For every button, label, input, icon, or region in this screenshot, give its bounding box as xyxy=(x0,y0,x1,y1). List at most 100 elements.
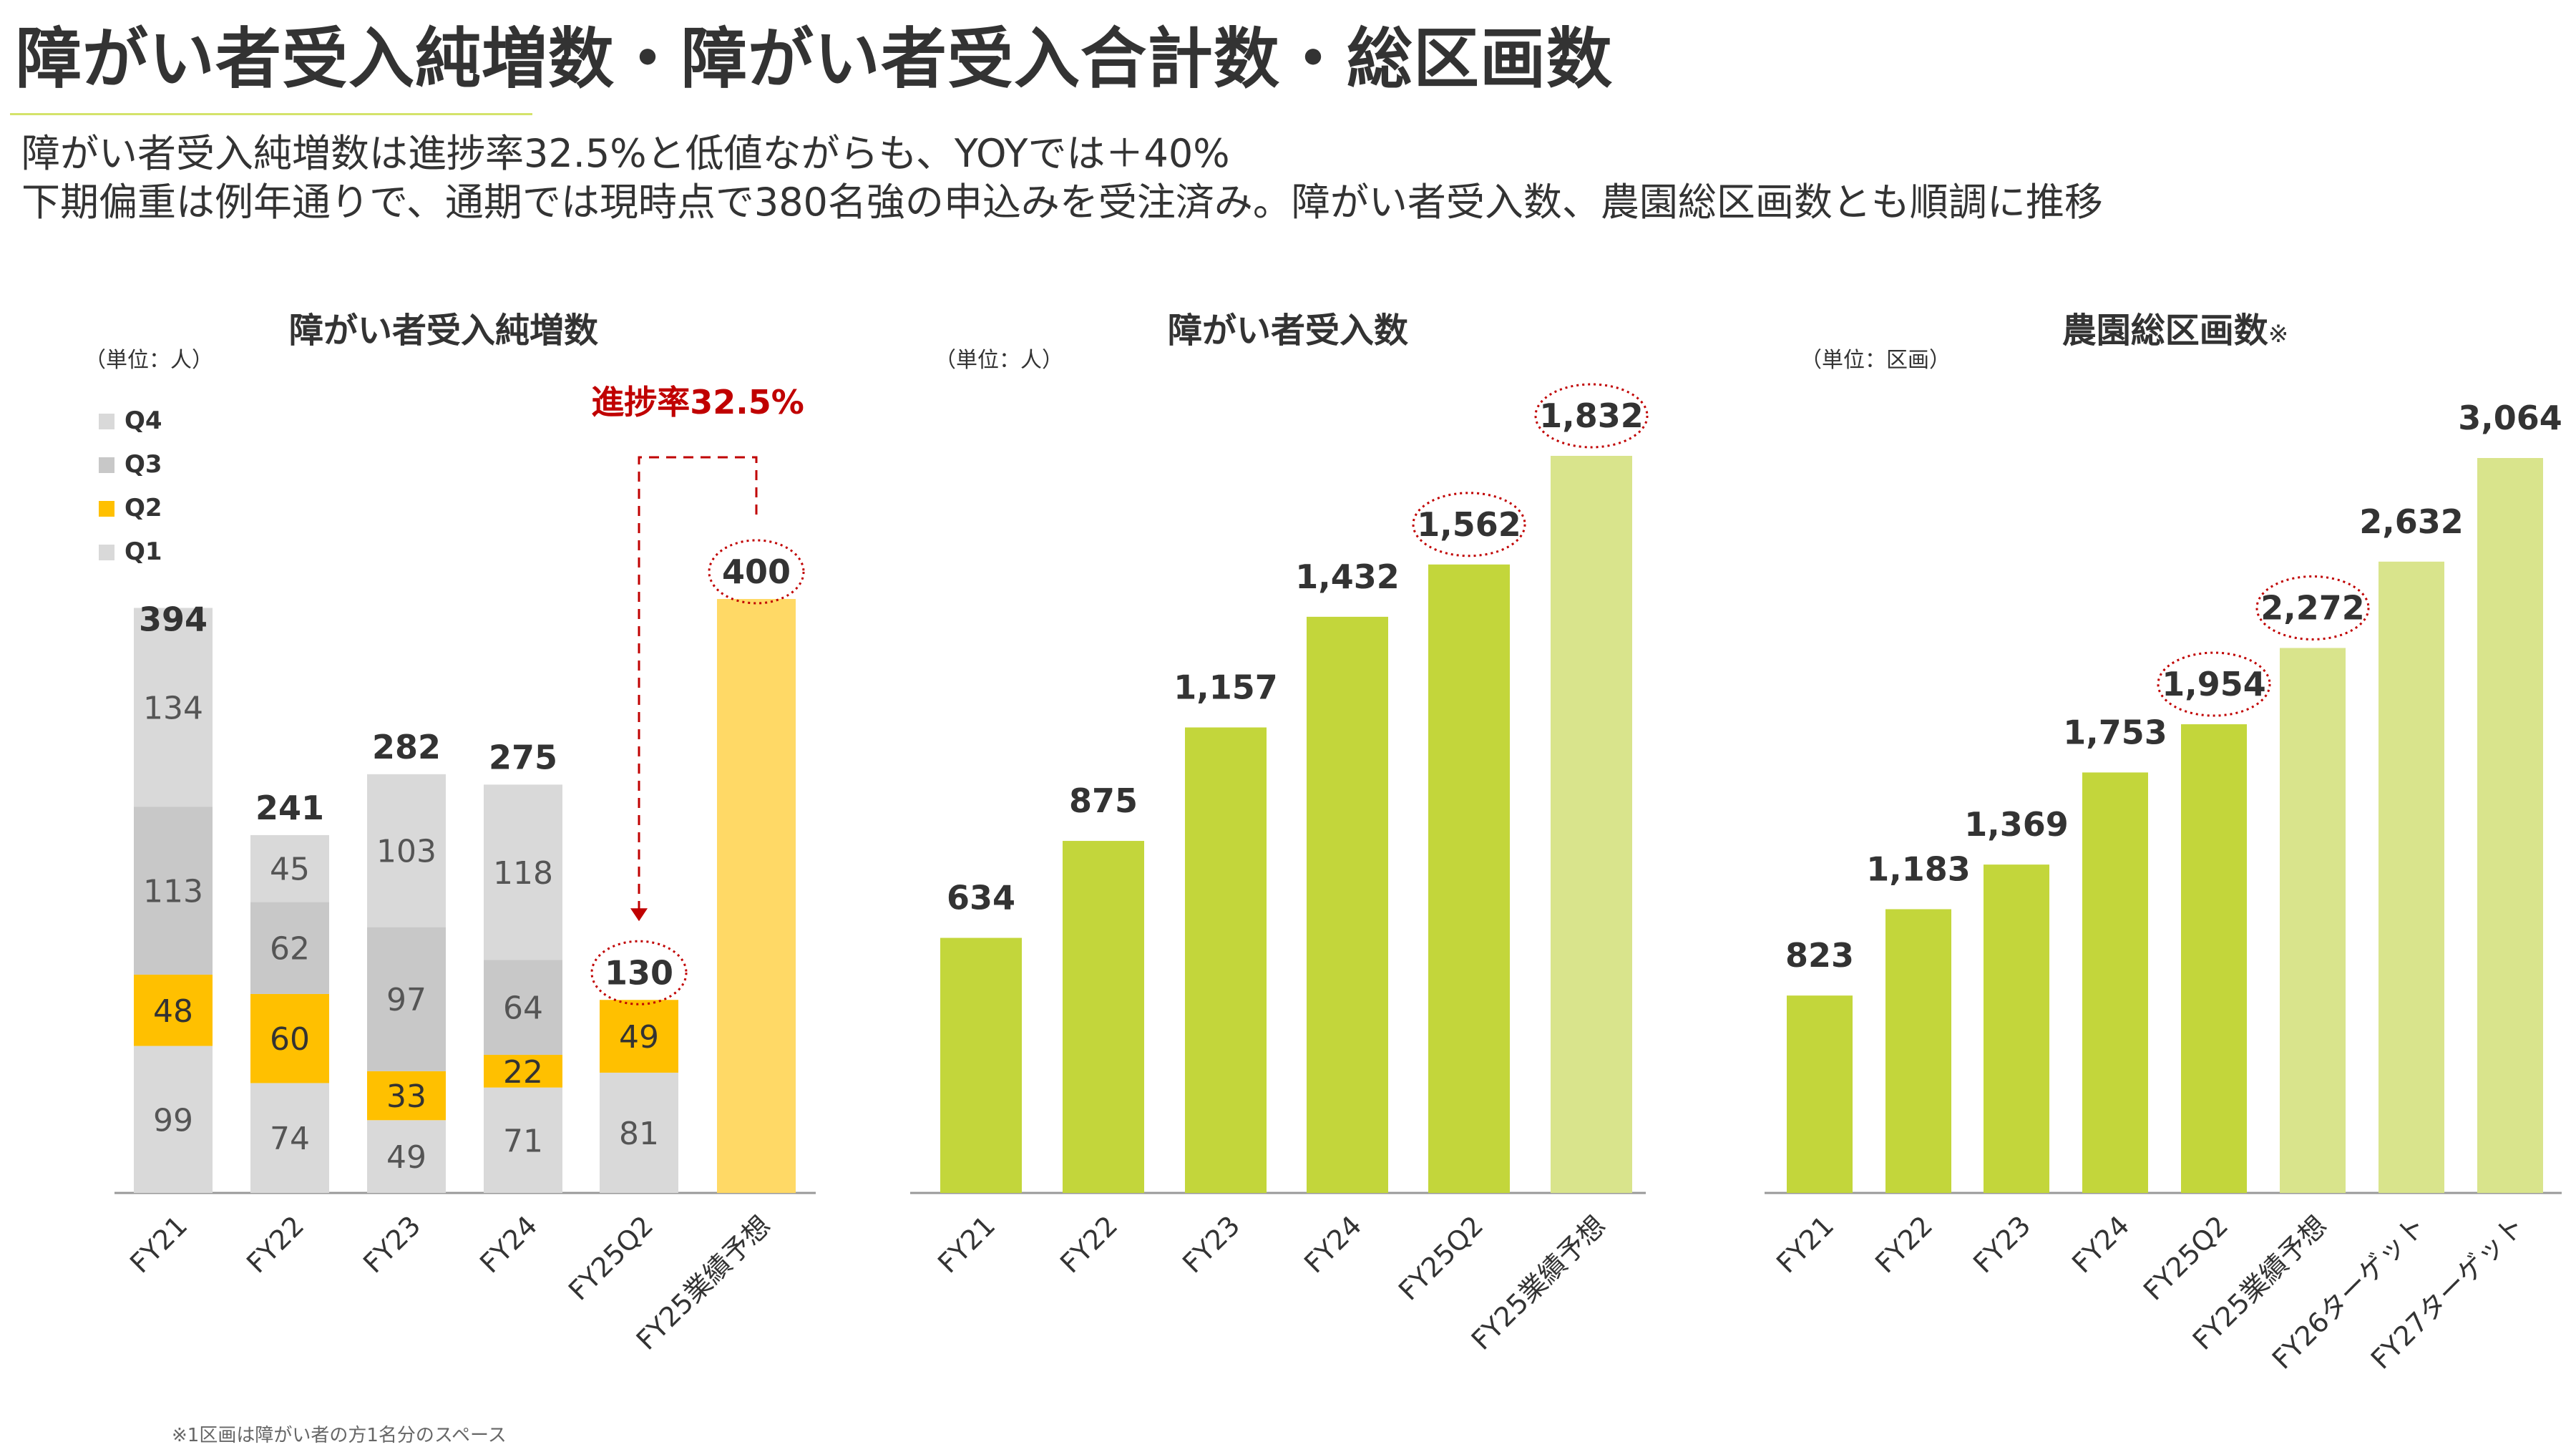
segment-label-q4-2: 103 xyxy=(376,834,436,870)
legend-label-q1: Q1 xyxy=(125,537,162,566)
bar-segment-q4-1 xyxy=(250,834,329,902)
value-label-3: 1,753 xyxy=(2063,713,2167,751)
x-tick-label-0: FY21 xyxy=(124,1209,193,1279)
value-label-1: 1,183 xyxy=(1866,849,1971,888)
segment-label-q1-2: 49 xyxy=(386,1139,426,1176)
legend-swatch-q1 xyxy=(99,545,114,560)
x-tick-label-4: FY25Q2 xyxy=(562,1209,659,1306)
value-label-0: 823 xyxy=(1785,936,1854,975)
total-label-1: 241 xyxy=(255,789,324,827)
total-label-2: 282 xyxy=(372,728,441,766)
bar-segment-q3-0 xyxy=(134,807,213,975)
highlight-ring-5 xyxy=(708,539,805,605)
chart2-unit: （単位：人） xyxy=(935,348,1063,373)
bar-7 xyxy=(2477,458,2543,1193)
value-label-5: 1,832 xyxy=(1539,396,1644,435)
value-label-4: 1,954 xyxy=(2162,665,2266,703)
bar-segment-q1-3 xyxy=(484,1087,562,1193)
bar-segment-q4-3 xyxy=(484,784,562,960)
bar-5 xyxy=(1551,456,1632,1193)
highlight-ring-5 xyxy=(1534,383,1649,449)
total-label-5: 400 xyxy=(722,552,791,591)
bar-forecast-5 xyxy=(717,599,796,1193)
bar-0 xyxy=(940,937,1022,1193)
highlight-ring-5 xyxy=(2255,575,2370,640)
x-tick-label-4: FY25Q2 xyxy=(2137,1209,2234,1306)
bar-segment-q2-2 xyxy=(367,1071,446,1121)
segment-label-q1-3: 71 xyxy=(503,1123,543,1159)
chart2-title: 障がい者受入数 xyxy=(1167,311,1409,351)
progress-arrowhead xyxy=(630,908,648,922)
value-label-3: 1,432 xyxy=(1295,557,1400,596)
progress-annotation: 進捗率32.5% xyxy=(591,383,804,422)
bar-segment-q3-2 xyxy=(367,927,446,1071)
title-underline xyxy=(10,113,532,115)
highlight-ring-4 xyxy=(2157,651,2271,717)
bar-segment-q1-4 xyxy=(600,1072,678,1193)
total-label-4: 130 xyxy=(605,953,673,992)
x-tick-label-2: FY23 xyxy=(1176,1209,1246,1279)
x-tick-label-2: FY23 xyxy=(1967,1209,2036,1279)
legend-label-q3: Q3 xyxy=(125,450,162,479)
chart3-title-text: 農園総区画数 xyxy=(2062,311,2268,351)
bar-2 xyxy=(1984,864,2049,1193)
x-tick-label-1: FY22 xyxy=(240,1209,310,1279)
bar-4 xyxy=(1428,564,1510,1193)
segment-label-q1-1: 74 xyxy=(270,1121,310,1157)
segment-label-q4-1: 45 xyxy=(270,852,310,888)
chart3-total-plots: 823 FY21 1,183 FY22 1,369 FY23 1,753 FY24 1,954 F… xyxy=(1765,399,2562,1375)
value-label-2: 1,369 xyxy=(1964,805,2069,844)
x-tick-label-3: FY24 xyxy=(474,1209,543,1279)
bar-1 xyxy=(1885,909,1951,1193)
segment-label-q2-4: 49 xyxy=(619,1019,659,1056)
x-tick-label-1: FY22 xyxy=(1054,1209,1123,1279)
bar-0 xyxy=(1787,995,1853,1193)
legend-swatch-q4 xyxy=(99,414,114,429)
bar-segment-q4-0 xyxy=(134,608,213,807)
total-label-3: 275 xyxy=(489,738,557,776)
legend-label-q2: Q2 xyxy=(125,494,162,522)
x-tick-label-1: FY22 xyxy=(1869,1209,1938,1279)
value-label-1: 875 xyxy=(1069,781,1138,820)
bar-segment-q1-1 xyxy=(250,1083,329,1193)
value-label-0: 634 xyxy=(947,879,1015,917)
bar-segment-q2-1 xyxy=(250,993,329,1083)
bar-segment-q2-3 xyxy=(484,1055,562,1088)
page-title: 障がい者受入純増数・障がい者受入合計数・総区画数 xyxy=(16,21,1614,97)
segment-label-q2-0: 48 xyxy=(153,993,193,1030)
bar-segment-q1-2 xyxy=(367,1120,446,1193)
chart3-title: 農園総区画数※ xyxy=(2062,302,2289,352)
chart2-total-accepted: 634 FY21 875 FY22 1,157 FY23 1,432 FY24 1,562 FY2… xyxy=(910,383,1649,1356)
segment-label-q3-2: 97 xyxy=(386,982,426,1018)
bar-6 xyxy=(2379,561,2444,1193)
bar-2 xyxy=(1185,727,1267,1193)
bar-segment-q3-3 xyxy=(484,960,562,1056)
x-tick-label-0: FY21 xyxy=(932,1209,1001,1279)
subtitle-line-2: 下期偏重は例年通りで、通期では現時点で380名強の申込みを受注済み。障がい者受入… xyxy=(21,180,2103,225)
bar-segment-q1-0 xyxy=(134,1046,213,1193)
bar-segment-q2-4 xyxy=(600,1000,678,1073)
x-tick-label-3: FY24 xyxy=(1298,1209,1367,1279)
bar-segment-q4-2 xyxy=(367,774,446,927)
segment-label-q4-3: 118 xyxy=(493,855,553,892)
value-label-6: 2,632 xyxy=(2359,502,2464,541)
chart3-unit: （単位：区画） xyxy=(1800,348,1951,373)
bar-1 xyxy=(1063,841,1144,1193)
segment-label-q2-1: 60 xyxy=(270,1021,310,1058)
value-label-7: 3,064 xyxy=(2458,399,2562,437)
segment-label-q3-1: 62 xyxy=(270,931,310,968)
segment-label-q1-4: 81 xyxy=(619,1116,659,1152)
segment-label-q4-0: 134 xyxy=(143,690,203,726)
legend-swatch-q2 xyxy=(99,501,114,517)
segment-label-q1-0: 99 xyxy=(153,1102,193,1139)
bar-5 xyxy=(2280,648,2346,1193)
value-label-4: 1,562 xyxy=(1417,505,1521,544)
subtitle-line-1: 障がい者受入純増数は進捗率32.5%と低値ながらも、YOYでは＋40% xyxy=(21,131,1230,176)
bar-segment-q2-0 xyxy=(134,974,213,1046)
segment-label-q2-3: 22 xyxy=(503,1054,543,1091)
x-tick-label-0: FY21 xyxy=(1770,1209,1840,1279)
segment-label-q2-2: 33 xyxy=(386,1078,426,1115)
segment-label-q3-3: 64 xyxy=(503,990,543,1027)
chart1-net-increase: 99 48 113 134 394 FY21 74 60 62 45 241 FY22 49 33 97 10… xyxy=(114,383,816,1356)
